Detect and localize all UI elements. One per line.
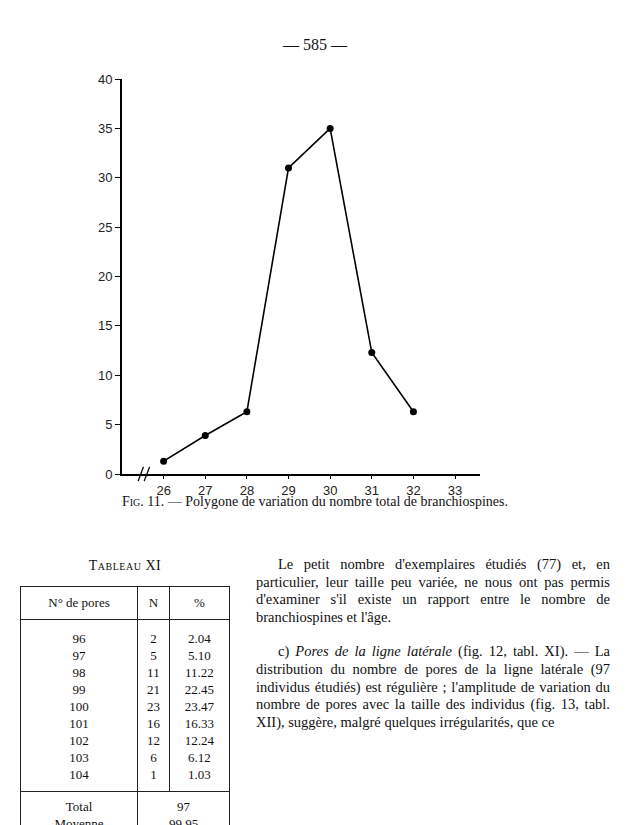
svg-text:10: 10 — [98, 368, 112, 383]
svg-text:26: 26 — [156, 482, 171, 498]
html-text:6: 6 — [150, 750, 157, 765]
svg-text:5: 5 — [105, 417, 112, 432]
svg-text:15: 15 — [98, 318, 112, 333]
html-text:102: 102 — [69, 733, 89, 748]
html-text:Le petit nombre d'exemplaires: Le petit nombre d'exemplaires étudiés (7… — [256, 556, 610, 625]
html-text:— 585 —: — 585 — — [283, 36, 347, 53]
svg-text:40: 40 — [98, 72, 112, 87]
html-text:22.45: 22.45 — [184, 682, 214, 697]
html-text:96: 96 — [72, 631, 86, 646]
html-text:2.04: 2.04 — [188, 631, 211, 646]
html-text:2: 2 — [150, 631, 157, 646]
html-text:(fig. 12, tabl. XI). — La dist: (fig. 12, tabl. XI). — La distribution d… — [256, 643, 610, 730]
svg-text:30: 30 — [322, 482, 338, 498]
html-text:97: 97 — [177, 799, 190, 814]
html-text:N° de pores: N° de pores — [48, 595, 110, 610]
html-text:11.22: 11.22 — [185, 665, 214, 680]
svg-text:20: 20 — [98, 269, 112, 284]
html-text:Tableau XI: Tableau XI — [88, 558, 162, 573]
svg-text:32: 32 — [406, 482, 421, 498]
svg-text:35: 35 — [98, 121, 112, 136]
svg-text:30: 30 — [98, 170, 112, 185]
svg-text:28: 28 — [239, 482, 255, 498]
html-text:21: 21 — [146, 682, 160, 697]
svg-text:29: 29 — [281, 482, 296, 498]
html-text:23.47: 23.47 — [184, 699, 214, 714]
html-text:5: 5 — [150, 648, 157, 663]
html-text:101: 101 — [69, 716, 89, 731]
html-text:5.10: 5.10 — [188, 648, 211, 663]
html-text:104: 104 — [69, 767, 89, 782]
svg-text:0: 0 — [105, 467, 112, 482]
html-text:97: 97 — [72, 648, 86, 663]
html-text:N: N — [148, 595, 159, 610]
html-text:c) Pores de la ligne latérale: c) Pores de la ligne latérale — [278, 643, 452, 660]
html-text:Total: Total — [65, 799, 93, 814]
html-text:Fig. 11. — Polygone de variati: Fig. 11. — Polygone de variation du nomb… — [122, 494, 508, 509]
html-text:16.33: 16.33 — [184, 716, 214, 731]
html-text:16: 16 — [146, 716, 160, 731]
svg-text:27: 27 — [198, 482, 213, 498]
html-text:100: 100 — [69, 699, 89, 714]
svg-text:33: 33 — [447, 482, 463, 498]
html-text:1: 1 — [150, 767, 157, 782]
html-text:98: 98 — [72, 665, 86, 680]
html-text:12.24: 12.24 — [184, 733, 214, 748]
html-text:11: 11 — [147, 665, 160, 680]
svg-text:25: 25 — [98, 220, 112, 235]
html-text:99: 99 — [72, 682, 86, 697]
html-text:12: 12 — [146, 733, 160, 748]
html-text:1.03: 1.03 — [188, 767, 211, 782]
html-text:6.12: 6.12 — [188, 750, 211, 765]
svg-text:31: 31 — [364, 482, 379, 498]
html-text:103: 103 — [69, 750, 89, 765]
html-text:23: 23 — [146, 699, 160, 714]
